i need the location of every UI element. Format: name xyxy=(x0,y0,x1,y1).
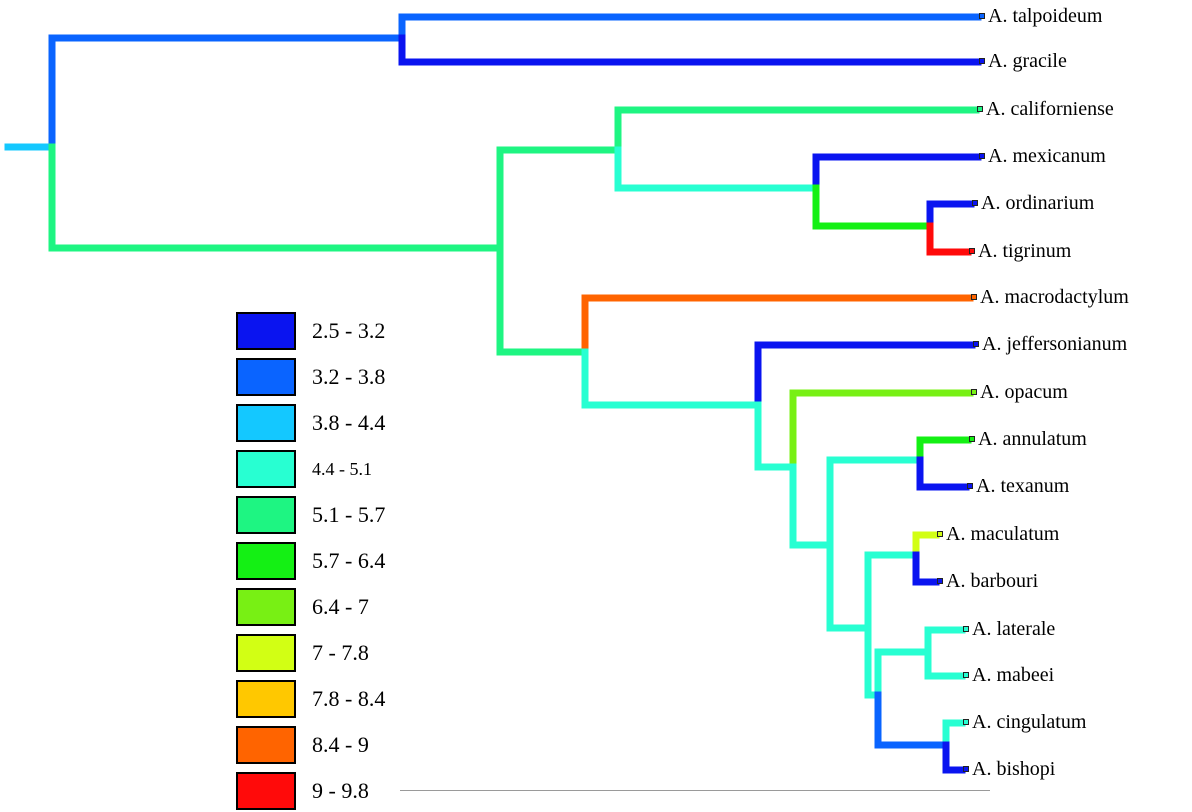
legend-item: 7 - 7.8 xyxy=(236,634,496,674)
legend-label: 7 - 7.8 xyxy=(312,640,369,665)
legend-label: 4.4 - 5.1 xyxy=(312,459,372,479)
legend-label: 6.4 - 7 xyxy=(312,594,369,619)
tip-label: A. opacum xyxy=(980,381,1068,403)
tip-label: A. barbouri xyxy=(946,570,1039,592)
tip-label: A. mexicanum xyxy=(988,145,1106,167)
tip-marker xyxy=(972,200,978,206)
legend-label: 3.2 - 3.8 xyxy=(312,364,386,389)
tip-marker xyxy=(937,531,943,537)
tip-marker xyxy=(971,294,977,300)
tip-marker xyxy=(977,106,983,112)
legend-label: 2.5 - 3.2 xyxy=(312,318,386,343)
tip-marker xyxy=(979,153,985,159)
tip-marker xyxy=(971,389,977,395)
tip-marker xyxy=(969,248,975,254)
legend-swatch xyxy=(236,450,296,488)
legend-item: 9 - 9.8 xyxy=(236,772,496,812)
tip-marker xyxy=(963,672,969,678)
legend-item: 5.1 - 5.7 xyxy=(236,496,496,536)
legend-label: 8.4 - 9 xyxy=(312,732,369,757)
legend-item: 3.2 - 3.8 xyxy=(236,358,496,398)
tip-label: A. cingulatum xyxy=(972,711,1087,733)
legend-swatch xyxy=(236,726,296,764)
tip-label: A. californiense xyxy=(986,98,1114,120)
tip-marker xyxy=(979,58,985,64)
tip-marker xyxy=(973,341,979,347)
tip-marker xyxy=(937,578,943,584)
tip-label: A. tigrinum xyxy=(978,240,1072,262)
tip-label: A. talpoideum xyxy=(988,5,1103,27)
tip-label: A. laterale xyxy=(972,618,1056,640)
tip-label: A. bishopi xyxy=(972,758,1056,780)
legend-swatch xyxy=(236,634,296,672)
legend-swatch xyxy=(236,404,296,442)
legend-item: 8.4 - 9 xyxy=(236,726,496,766)
tip-marker xyxy=(963,626,969,632)
legend-swatch xyxy=(236,588,296,626)
legend-item: 5.7 - 6.4 xyxy=(236,542,496,582)
tip-marker xyxy=(979,13,985,19)
tip-label: A. gracile xyxy=(988,50,1067,72)
legend-item: 7.8 - 8.4 xyxy=(236,680,496,720)
tip-label: A. annulatum xyxy=(978,428,1087,450)
tip-label: A. maculatum xyxy=(946,523,1060,545)
legend-swatch xyxy=(236,496,296,534)
legend-item: 6.4 - 7 xyxy=(236,588,496,628)
legend-swatch xyxy=(236,312,296,350)
tip-marker xyxy=(967,483,973,489)
tip-label: A. texanum xyxy=(976,475,1070,497)
legend-label: 3.8 - 4.4 xyxy=(312,410,386,435)
legend-item: 4.4 - 5.1 xyxy=(236,450,496,490)
tip-label: A. ordinarium xyxy=(981,192,1095,214)
legend-swatch xyxy=(236,772,296,810)
legend-swatch xyxy=(236,542,296,580)
legend-label: 5.7 - 6.4 xyxy=(312,548,386,573)
legend-swatch xyxy=(236,358,296,396)
legend-swatch xyxy=(236,680,296,718)
tip-marker xyxy=(963,766,969,772)
legend-label: 5.1 - 5.7 xyxy=(312,502,386,527)
tip-marker xyxy=(969,436,975,442)
tip-label: A. macrodactylum xyxy=(980,286,1129,308)
legend-item: 3.8 - 4.4 xyxy=(236,404,496,444)
tip-label: A. jeffersonianum xyxy=(982,333,1128,355)
legend-label: 9 - 9.8 xyxy=(312,778,369,803)
tip-marker xyxy=(963,719,969,725)
axis-line xyxy=(400,790,990,791)
legend-label: 7.8 - 8.4 xyxy=(312,686,386,711)
legend-item: 2.5 - 3.2 xyxy=(236,312,496,352)
tip-label: A. mabeei xyxy=(972,664,1055,686)
